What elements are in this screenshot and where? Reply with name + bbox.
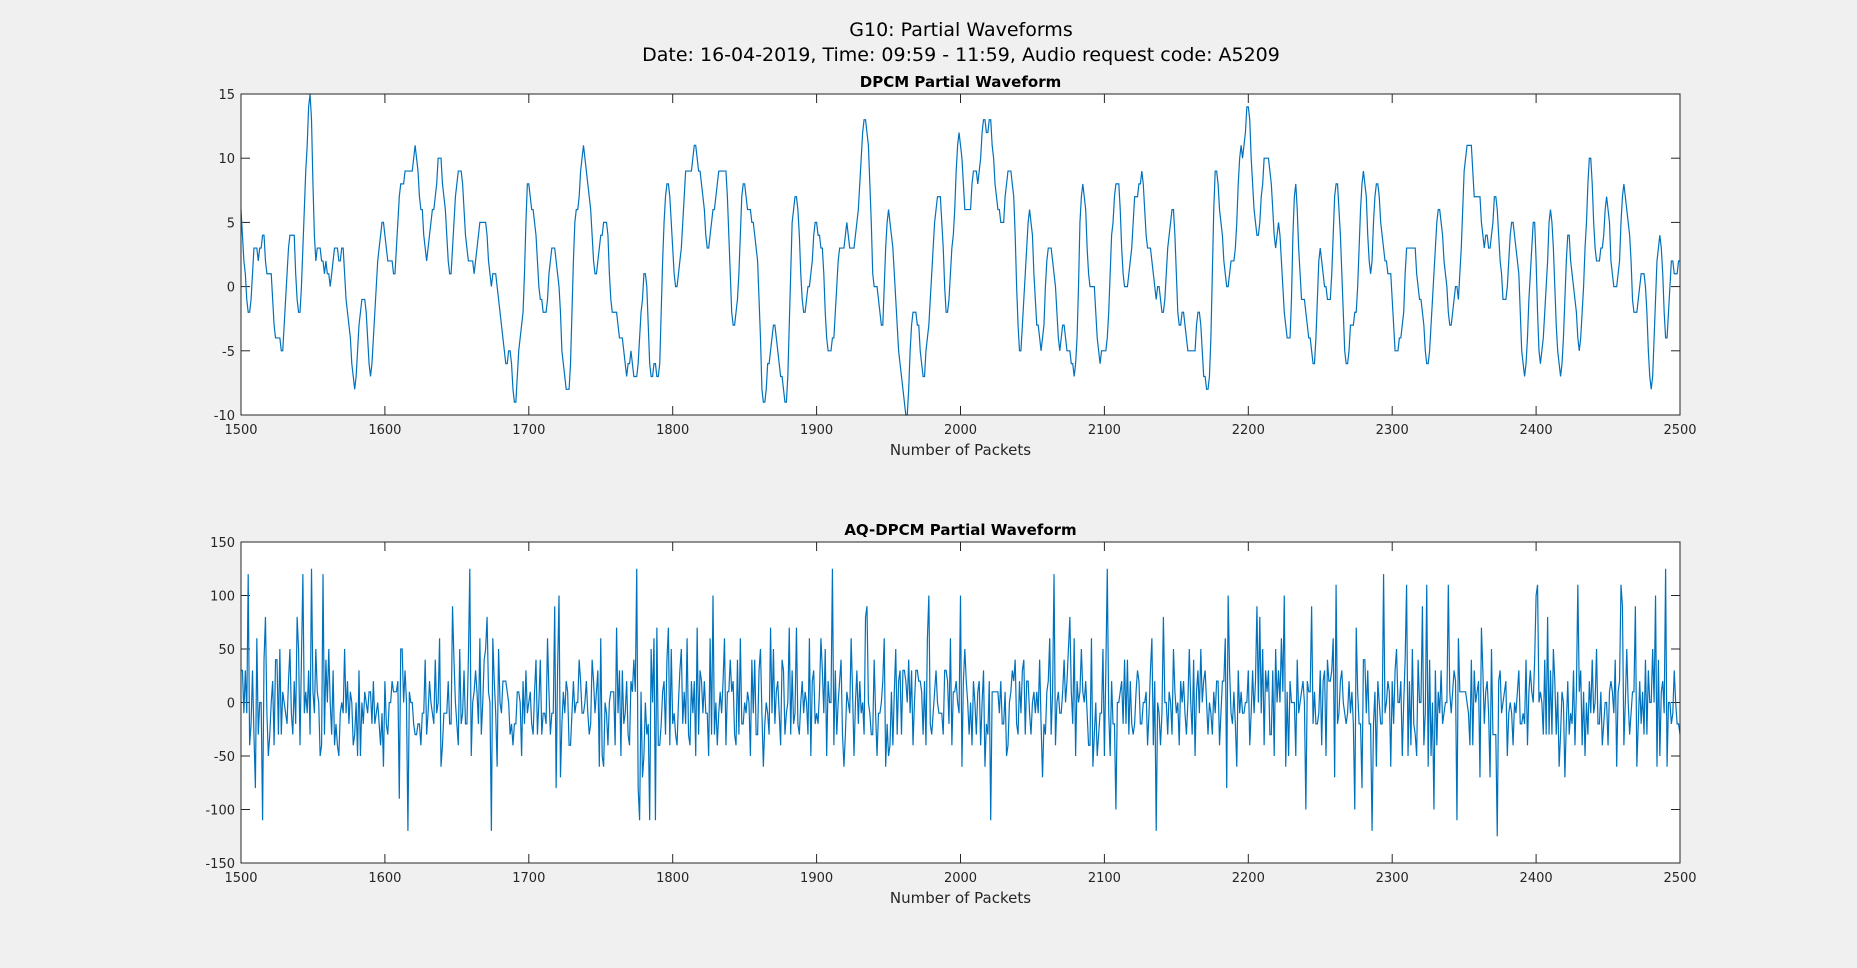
x-tick-label: 2100: [1088, 423, 1121, 438]
x-tick-label: 1600: [368, 423, 401, 438]
x-tick-label: 2400: [1520, 423, 1553, 438]
y-tick-label: -50: [214, 750, 235, 765]
x-axis-label: Number of Packets: [890, 441, 1031, 459]
x-tick-label: 2300: [1376, 871, 1409, 886]
y-tick-label: -150: [205, 857, 235, 872]
x-tick-label: 2000: [944, 871, 977, 886]
x-tick-label: 2500: [1663, 871, 1696, 886]
x-tick-label: 2100: [1088, 871, 1121, 886]
y-tick-label: 15: [218, 88, 235, 103]
x-tick-label: 2400: [1520, 871, 1553, 886]
axes-title: AQ-DPCM Partial Waveform: [844, 521, 1076, 539]
plot-frame: [240, 541, 1681, 864]
subplot-dpcm: DPCM Partial Waveform 1500 1600 1700 1800 19…: [214, 73, 1697, 459]
x-tick-label: 1600: [368, 871, 401, 886]
x-tick-label: 1900: [800, 423, 833, 438]
y-tick-label: 10: [218, 152, 235, 167]
x-tick-label: 1700: [512, 423, 545, 438]
figure-title-line2: Date: 16-04-2019, Time: 09:59 - 11:59, A…: [642, 44, 1280, 66]
axes-title: DPCM Partial Waveform: [860, 73, 1061, 91]
y-tick-label: 5: [227, 216, 235, 231]
x-tick-label: 1800: [656, 423, 689, 438]
y-tick-label: -5: [222, 345, 235, 360]
x-tick-label: 1500: [224, 423, 257, 438]
x-tick-label: 2300: [1376, 423, 1409, 438]
x-tick-label: 1700: [512, 871, 545, 886]
subplot-aq-dpcm: AQ-DPCM Partial Waveform 1500 1600 1700 180…: [205, 521, 1696, 907]
waveform-line: [240, 93, 1680, 416]
x-tick-label: 2200: [1232, 423, 1265, 438]
x-tick-label: 1500: [224, 871, 257, 886]
x-tick-label: 2500: [1663, 423, 1696, 438]
x-tick-label: 2000: [944, 423, 977, 438]
waveform-line: [241, 568, 1681, 837]
x-tick-label: 1900: [800, 871, 833, 886]
y-tick-label: 0: [227, 281, 235, 296]
tick-group: 1500 1600 1700 1800 1900 2000 2100 2200 2300 2400…: [214, 88, 1697, 438]
y-tick-label: 0: [227, 697, 235, 712]
figure-title-line1: G10: Partial Waveforms: [849, 19, 1072, 41]
plot-frame: [240, 93, 1681, 416]
y-tick-label: 50: [218, 643, 235, 658]
y-tick-label: -100: [205, 804, 235, 819]
y-tick-label: 150: [210, 536, 235, 551]
plot-area: [241, 542, 1680, 863]
y-tick-label: 100: [210, 590, 235, 605]
y-tick-label: -10: [214, 409, 235, 424]
x-axis-label: Number of Packets: [890, 889, 1031, 907]
x-tick-label: 2200: [1232, 871, 1265, 886]
x-tick-label: 1800: [656, 871, 689, 886]
